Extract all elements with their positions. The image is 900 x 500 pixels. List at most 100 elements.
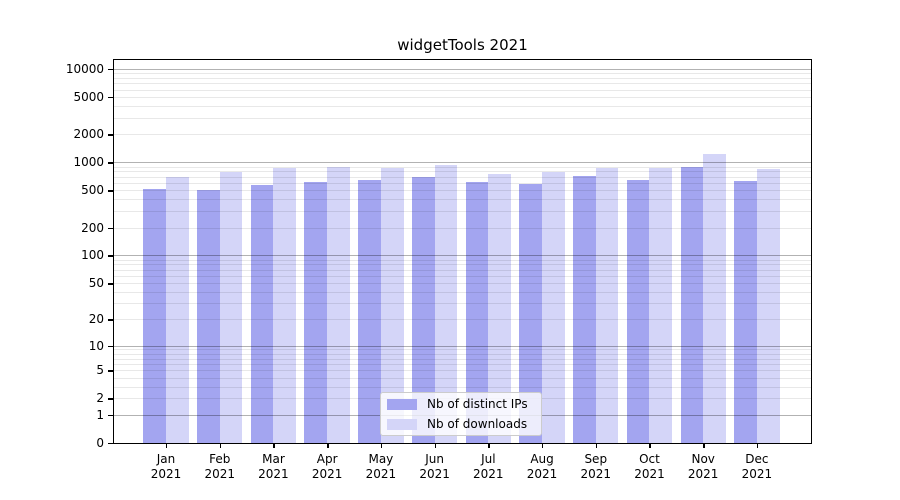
gridline-major-10 xyxy=(114,345,811,347)
y-tick-20 xyxy=(108,319,113,321)
gridline-minor-5000 xyxy=(114,96,811,98)
y-tick-0 xyxy=(108,443,113,445)
y-tick-label-5: 5 xyxy=(96,363,104,378)
x-tick-label-feb: Feb 2021 xyxy=(204,452,235,481)
y-tick-label-200: 200 xyxy=(81,220,104,235)
gridline-minor-6 xyxy=(114,363,811,365)
y-tick-50 xyxy=(108,283,113,285)
gridline-minor-200 xyxy=(114,227,811,229)
y-tick-500 xyxy=(108,190,113,192)
y-tick-2000 xyxy=(108,134,113,136)
bar-downloads-aug xyxy=(542,171,565,443)
gridline-minor-4 xyxy=(114,377,811,379)
y-tick-10000 xyxy=(108,68,113,71)
gridline-minor-2000 xyxy=(114,134,811,136)
y-tick-label-50: 50 xyxy=(88,276,104,291)
gridline-minor-300 xyxy=(114,211,811,213)
x-tick-jan xyxy=(166,443,168,448)
bar-distinct-ips-nov xyxy=(680,167,704,443)
y-tick-label-100: 100 xyxy=(81,248,104,263)
y-tick-label-2: 2 xyxy=(96,391,104,406)
y-tick-label-5000: 5000 xyxy=(73,89,104,104)
y-tick-1000 xyxy=(108,162,113,164)
legend-item-downloads: Nb of downloads xyxy=(387,416,535,433)
legend-swatch-downloads xyxy=(387,418,417,430)
legend: Nb of distinct IPs Nb of downloads xyxy=(380,392,542,436)
gridline-minor-3 xyxy=(114,386,811,388)
gridline-minor-7000 xyxy=(114,83,811,85)
bar-downloads-dec xyxy=(756,169,780,443)
chart-title: widgetTools 2021 xyxy=(397,36,528,54)
bar-distinct-ips-dec xyxy=(734,181,757,443)
bar-distinct-ips-feb xyxy=(197,190,220,443)
bar-distinct-ips-oct xyxy=(626,180,650,443)
x-tick-label-nov: Nov 2021 xyxy=(687,452,719,481)
bar-distinct-ips-mar xyxy=(250,185,274,443)
bar-downloads-jul xyxy=(488,173,511,443)
y-tick-label-500: 500 xyxy=(81,183,104,198)
y-tick-label-1000: 1000 xyxy=(73,155,104,170)
x-tick-label-jan: Jan 2021 xyxy=(150,452,182,481)
x-tick-nov xyxy=(703,443,705,448)
y-tick-5 xyxy=(108,370,113,372)
gridline-minor-500 xyxy=(114,190,811,192)
legend-label-downloads: Nb of downloads xyxy=(427,417,528,431)
gridline-minor-40 xyxy=(114,292,811,294)
y-tick-100 xyxy=(108,255,113,257)
gridline-minor-70 xyxy=(114,269,811,271)
x-tick-label-oct: Oct 2021 xyxy=(634,452,665,481)
gridline-minor-400 xyxy=(114,199,811,201)
x-tick-feb xyxy=(219,443,222,448)
x-tick-label-dec: Dec 2021 xyxy=(741,452,773,481)
bar-distinct-ips-may xyxy=(358,179,381,443)
x-tick-label-may: May 2021 xyxy=(365,452,397,481)
bar-downloads-may xyxy=(380,167,404,443)
x-tick-label-aug: Aug 2021 xyxy=(526,452,558,481)
bar-distinct-ips-apr xyxy=(304,182,328,443)
legend-item-distinct-ips: Nb of distinct IPs xyxy=(387,396,535,413)
bar-downloads-jan xyxy=(166,176,189,443)
gridline-minor-700 xyxy=(114,176,811,178)
gridline-minor-900 xyxy=(114,166,811,168)
bar-downloads-mar xyxy=(273,168,297,443)
y-tick-5000 xyxy=(108,96,113,99)
y-tick-label-10: 10 xyxy=(88,338,104,353)
gridline-minor-90 xyxy=(114,259,811,261)
plot-area: 0 1 2 5 10 20 50 100 200 500 1000 2000 5000 10000 Jan … xyxy=(66,59,812,481)
gridline-minor-7 xyxy=(114,358,811,360)
y-tick-1 xyxy=(108,414,113,417)
x-tick-label-jun: Jun 2021 xyxy=(419,452,450,481)
gridline-minor-50 xyxy=(114,283,811,285)
bar-distinct-ips-jul xyxy=(465,181,489,443)
legend-swatch-distinct-ips xyxy=(387,398,417,410)
x-tick-mar xyxy=(273,443,275,448)
bar-downloads-apr xyxy=(327,166,350,443)
gridline-minor-4000 xyxy=(114,106,811,108)
gridline-minor-3000 xyxy=(114,117,811,119)
y-tick-200 xyxy=(108,227,113,229)
y-tick-label-1: 1 xyxy=(96,407,104,422)
gridline-minor-80 xyxy=(114,264,811,266)
bar-distinct-ips-jan xyxy=(143,189,166,443)
y-tick-label-20: 20 xyxy=(88,312,104,327)
gridline-minor-800 xyxy=(114,171,811,173)
legend-label-distinct-ips: Nb of distinct IPs xyxy=(427,397,528,411)
gridline-minor-20 xyxy=(114,319,811,321)
bar-downloads-jun xyxy=(434,165,458,443)
x-tick-aug xyxy=(542,443,544,448)
gridline-minor-5 xyxy=(114,370,811,372)
bar-distinct-ips-aug xyxy=(519,183,543,443)
gridline-major-10000 xyxy=(114,68,811,70)
gridline-minor-30 xyxy=(114,303,811,305)
gridline-minor-6000 xyxy=(114,89,811,91)
x-tick-label-mar: Mar 2021 xyxy=(258,452,289,481)
gridline-minor-8 xyxy=(114,353,811,355)
x-tick-dec xyxy=(756,443,759,448)
x-tick-oct xyxy=(649,443,651,448)
x-tick-sep xyxy=(595,443,598,448)
x-tick-label-sep: Sep 2021 xyxy=(580,452,612,481)
x-tick-may xyxy=(380,443,383,448)
gridline-minor-60 xyxy=(114,275,811,277)
bar-downloads-oct xyxy=(649,168,673,443)
